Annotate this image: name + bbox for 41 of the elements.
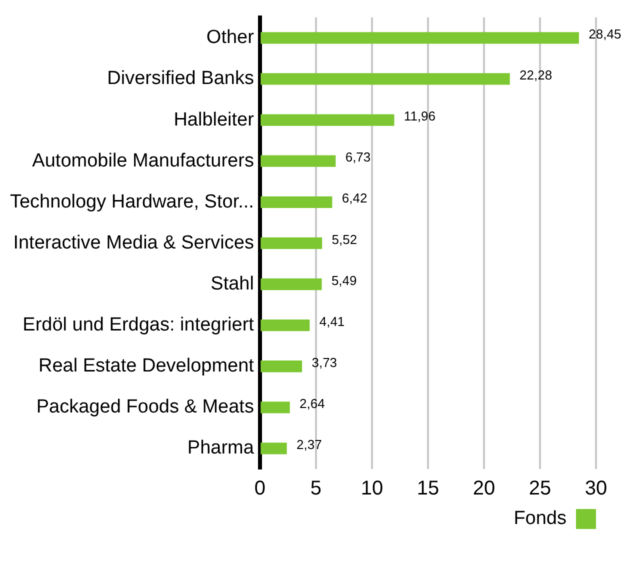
data-label: 5,52 [332,232,358,247]
bar [260,114,394,126]
bar [260,278,322,290]
y-tick-label: Pharma [187,438,254,459]
bar [260,196,332,208]
y-tick-label: Stahl [210,273,254,294]
bar [260,402,290,414]
x-tick-label: 25 [528,478,552,500]
bar [260,442,287,454]
bar [260,360,302,372]
bar [260,237,322,250]
x-tick-label: 10 [360,478,384,500]
y-tick-label: Interactive Media & Services [13,232,254,254]
bar [260,319,310,332]
data-label: 6,73 [345,150,371,165]
y-tick-label: Real Estate Development [38,356,255,377]
data-label: 3,73 [312,354,338,370]
y-tick-label: Other [206,27,255,48]
x-tick-label: 20 [472,478,496,500]
data-label: 6,42 [342,190,368,206]
y-tick-label: Halbleiter [174,109,255,130]
x-tick-label: 30 [584,478,608,500]
x-tick-label: 0 [254,478,266,500]
data-label: 2,37 [296,437,322,452]
bar [260,155,336,167]
bar [260,32,579,44]
y-tick-label: Technology Hardware, Stor... [10,191,254,212]
y-tick-label: Diversified Banks [107,68,254,90]
x-tick-label: 15 [416,478,440,500]
y-tick-label: Automobile Manufacturers [32,150,254,172]
data-label: 4,41 [319,314,345,329]
data-label: 28,45 [588,26,622,42]
bar [260,73,510,85]
y-tick-label: Packaged Foods & Meats [36,396,254,418]
data-label: 2,64 [300,396,325,411]
data-label: 11,96 [404,108,436,124]
data-label: 22,28 [520,68,552,83]
legend-label: Fonds [514,508,566,530]
data-label: 5,49 [331,272,357,288]
x-tick-label: 5 [310,478,322,500]
y-tick-label: Erdöl und Erdgas: integriert [22,314,255,336]
